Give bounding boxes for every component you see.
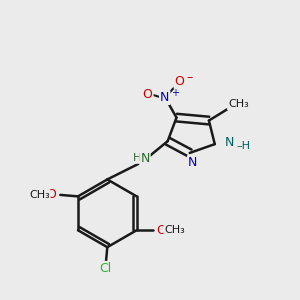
Text: H: H [133,153,141,163]
Text: O: O [46,188,56,201]
Text: Cl: Cl [100,262,112,275]
Text: N: N [160,91,169,104]
Text: N: N [188,156,197,169]
Text: N: N [225,136,234,149]
Text: CH₃: CH₃ [228,99,249,110]
Text: +: + [171,88,179,98]
Text: N: N [140,152,150,165]
Text: O: O [157,224,166,237]
Text: O: O [143,88,153,101]
Text: –: – [186,71,192,84]
Text: CH₃: CH₃ [29,190,50,200]
Text: O: O [175,75,184,88]
Text: CH₃: CH₃ [164,225,185,235]
Text: –H: –H [237,141,251,151]
